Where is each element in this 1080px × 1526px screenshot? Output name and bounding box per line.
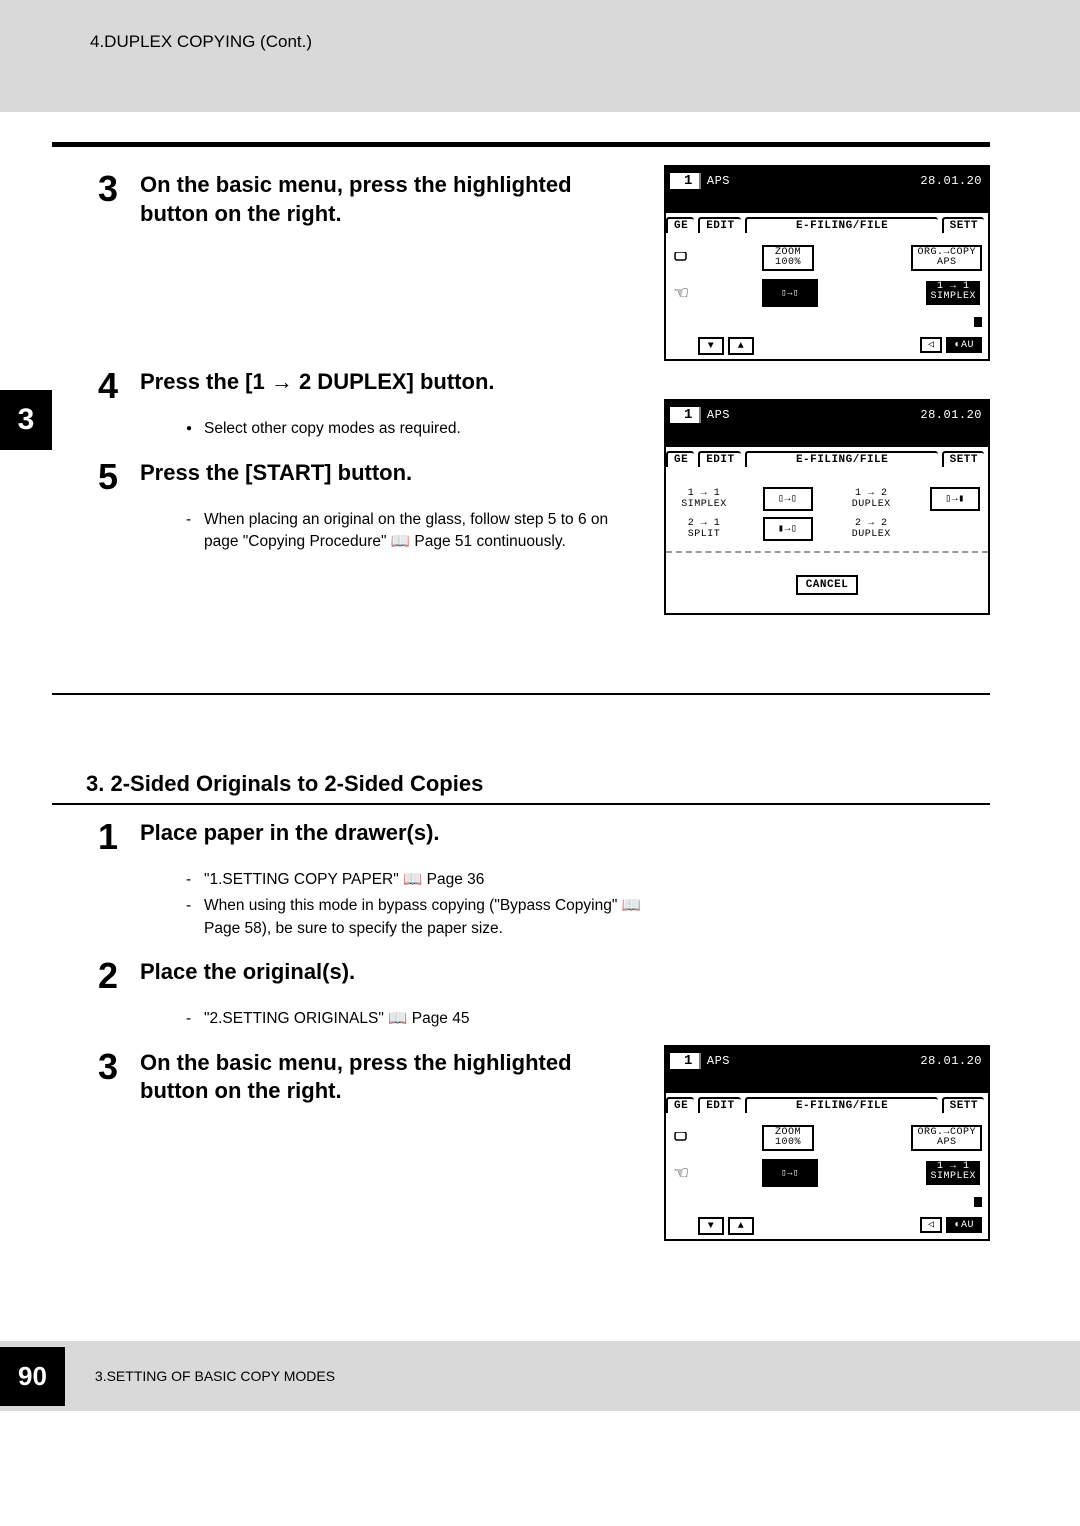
lighter-button[interactable]: ◁ [920,1217,943,1233]
mode-icon[interactable]: ▯→▮ [930,487,980,511]
tab-ge: GE [666,1097,694,1113]
step-number: 1 [98,819,140,855]
org-copy-button[interactable]: ORG.→COPYAPS [911,245,982,271]
step-body: "1.SETTING COPY PAPER" 📖 Page 36 When us… [186,869,644,940]
rule [52,693,990,695]
step-number: 4 [98,368,140,404]
block-top: 3 On the basic menu, press the highlight… [52,165,990,653]
step-row: 1 Place paper in the drawer(s). [52,819,644,855]
screens-top: 1APS 28.01.20 GE EDIT E-FILING/FILE SETT… [664,165,990,653]
simplex-1-1-label: 1 → 1SIMPLEX [674,488,734,510]
density-bar [924,1197,982,1207]
zoom-button[interactable]: ZOOM100% [762,245,814,271]
duplex-mode-icon[interactable]: ▯→▯ [762,1159,818,1187]
auto-density-button[interactable]: ◐AU [946,1217,982,1233]
down-arrow-button[interactable]: ▼ [698,1217,724,1235]
dash-item: When using this mode in bypass copying (… [186,895,644,940]
page-header: 4.DUPLEX COPYING (Cont.) [0,0,1080,112]
step-number: 3 [98,1049,140,1085]
org-copy-button[interactable]: ORG.→COPYAPS [911,1125,982,1151]
hand-icon: ☞ [674,1161,688,1187]
printer-screen: 1APS 28.01.20 GE EDIT E-FILING/FILE SETT… [664,165,990,361]
tab-sett: SETT [942,217,984,233]
up-arrow-button[interactable]: ▲ [728,337,754,355]
block-bottom: 1 Place paper in the drawer(s). "1.SETTI… [52,813,990,1279]
step-title: Place the original(s). [140,958,644,987]
up-arrow-button[interactable]: ▲ [728,1217,754,1235]
step-body: When placing an original on the glass, f… [186,509,644,554]
step-body: Select other copy modes as required. [186,418,644,440]
step-number: 3 [98,171,140,207]
tab-edit: EDIT [698,217,740,233]
step-title: Press the [START] button. [140,459,644,488]
footer-text: 3.SETTING OF BASIC COPY MODES [95,1368,335,1384]
tab-edit: EDIT [698,451,740,467]
duplex-1-2-label: 1 → 2DUPLEX [841,488,901,510]
step-body: "2.SETTING ORIGINALS" 📖 Page 45 [186,1008,644,1030]
step-title: Press the [1 → 2 DUPLEX] button. [140,368,644,397]
tab-edit: EDIT [698,1097,740,1113]
step-row: 5 Press the [START] button. [52,459,644,495]
step-title: On the basic menu, press the highlighted… [140,1049,644,1106]
hand-icon: ☞ [674,281,688,307]
tab-sett: SETT [942,1097,984,1113]
doc-icon [674,252,687,261]
density-bar [924,317,982,327]
rule [52,803,990,805]
simplex-button[interactable]: 1 → 1SIMPLEX [924,1159,982,1187]
step-row: 4 Press the [1 → 2 DUPLEX] button. [52,368,644,404]
down-arrow-button[interactable]: ▼ [698,337,724,355]
dash-item: When placing an original on the glass, f… [186,509,644,554]
printer-screen: 1APS 28.01.20 GE EDIT E-FILING/FILE SETT… [664,1045,990,1241]
header-title: 4.DUPLEX COPYING (Cont.) [90,32,312,51]
step-row: 3 On the basic menu, press the highlight… [52,171,644,228]
zoom-button[interactable]: ZOOM100% [762,1125,814,1151]
lighter-button[interactable]: ◁ [920,337,943,353]
page-footer: 90 3.SETTING OF BASIC COPY MODES [0,1341,1080,1411]
step-title: Place paper in the drawer(s). [140,819,644,848]
duplex-2-2-label: 2 → 2DUPLEX [841,518,901,540]
tab-efiling: E-FILING/FILE [745,217,938,233]
bullet-item: Select other copy modes as required. [186,418,644,440]
step-row: 2 Place the original(s). [52,958,644,994]
tab-ge: GE [666,451,694,467]
duplex-mode-icon[interactable]: ▯→▯ [762,279,818,307]
simplex-button[interactable]: 1 → 1SIMPLEX [924,279,982,307]
page-number: 90 [0,1347,65,1406]
tab-ge: GE [666,217,694,233]
tab-efiling: E-FILING/FILE [745,451,938,467]
screens-bottom: 1APS 28.01.20 GE EDIT E-FILING/FILE SETT… [664,813,990,1279]
dash-item: "1.SETTING COPY PAPER" 📖 Page 36 [186,869,644,891]
step-title: On the basic menu, press the highlighted… [140,171,644,228]
step-number: 2 [98,958,140,994]
split-2-1-label: 2 → 1SPLIT [674,518,734,540]
printer-screen-duplex: 1APS 28.01.20 GE EDIT E-FILING/FILE SETT… [664,399,990,615]
tab-efiling: E-FILING/FILE [745,1097,938,1113]
tab-sett: SETT [942,451,984,467]
top-rule [52,142,990,147]
section-heading: 3. 2-Sided Originals to 2-Sided Copies [86,771,990,797]
doc-icon [674,1132,687,1141]
step-number: 5 [98,459,140,495]
step-row: 3 On the basic menu, press the highlight… [52,1049,644,1106]
mode-icon[interactable]: ▮→▯ [763,517,813,541]
auto-density-button[interactable]: ◐AU [946,337,982,353]
dash-item: "2.SETTING ORIGINALS" 📖 Page 45 [186,1008,644,1030]
chapter-tab: 3 [0,390,52,450]
page-content: 3 On the basic menu, press the highlight… [0,112,1080,1279]
mode-icon[interactable]: ▯→▯ [763,487,813,511]
cancel-button[interactable]: CANCEL [796,575,859,595]
